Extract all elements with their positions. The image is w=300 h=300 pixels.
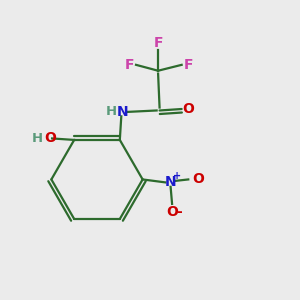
Text: O: O [166,205,178,219]
Text: F: F [183,58,193,72]
Text: H: H [32,132,43,145]
Text: H: H [105,105,116,118]
Text: N: N [165,176,176,189]
Text: O: O [192,172,204,186]
Text: +: + [173,171,181,181]
Text: F: F [153,36,163,50]
Text: N: N [117,105,129,119]
Text: F: F [125,58,134,72]
Text: -: - [177,205,182,219]
Text: O: O [182,102,194,116]
Text: O: O [45,131,57,145]
